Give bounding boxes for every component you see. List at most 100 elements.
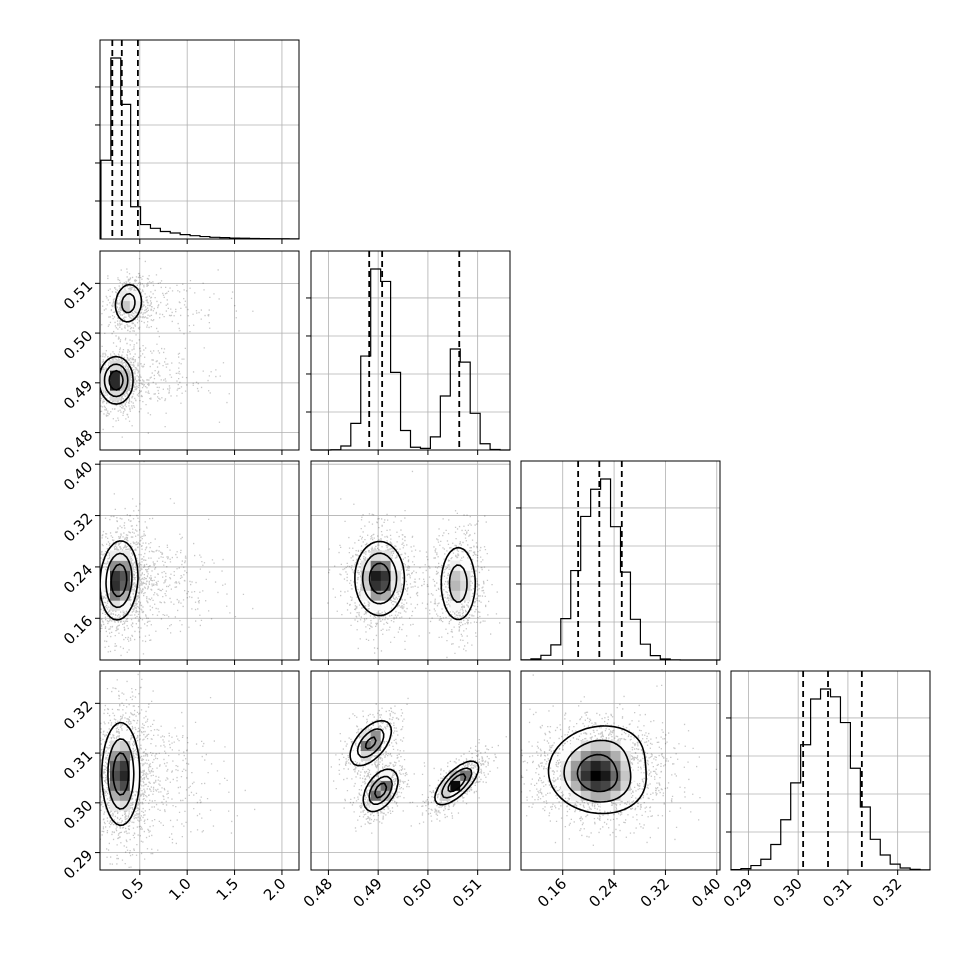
density-cell — [390, 560, 401, 571]
density-cell — [580, 770, 591, 781]
density-cell — [119, 590, 131, 601]
density-cell — [380, 770, 392, 781]
density-cell — [580, 760, 591, 771]
density-cell — [370, 560, 381, 571]
histogram-panel-2 — [516, 460, 721, 661]
density-content — [330, 697, 507, 834]
x-tick-label: 0.31 — [819, 875, 855, 911]
density-cell — [590, 750, 601, 761]
density-cell — [580, 790, 591, 801]
density-cell — [129, 760, 141, 771]
density-cell — [119, 780, 131, 791]
density-panel-3-2: 0.16 0.24 0.32 0.40 — [520, 670, 724, 911]
y-tick-label: 0.51 — [60, 277, 96, 313]
density-cell — [110, 560, 121, 571]
x-tick-label: 0.51 — [449, 875, 485, 911]
density-content — [100, 258, 254, 438]
density-cell — [610, 750, 621, 761]
panel-border — [99, 39, 300, 240]
contour-line — [356, 728, 473, 805]
x-tick-label: 1.5 — [213, 875, 243, 905]
density-cell — [620, 770, 631, 781]
density-cell — [450, 580, 461, 591]
density-cell — [380, 590, 392, 601]
density-cell — [370, 780, 381, 791]
density-cell — [110, 790, 121, 801]
panel-border — [520, 460, 721, 661]
density-cell — [560, 760, 572, 771]
y-tick-label: 0.30 — [60, 796, 96, 832]
density-cell — [590, 760, 601, 771]
contour-line — [368, 562, 391, 595]
density-cell — [119, 730, 131, 741]
density-cell — [620, 780, 631, 791]
density-cell — [360, 590, 372, 601]
density-cell — [129, 770, 141, 781]
density-cell — [100, 580, 111, 591]
density-cell — [450, 780, 461, 791]
contour-line — [107, 738, 135, 810]
density-cell — [590, 740, 601, 751]
density-cell — [370, 730, 381, 741]
panel-border — [520, 670, 721, 871]
y-tick-label: 0.48 — [60, 426, 96, 462]
y-tick-label: 0.40 — [60, 458, 96, 494]
x-tick-label: 0.5 — [118, 875, 148, 905]
contour-line — [361, 552, 468, 605]
density-cell — [450, 790, 461, 801]
density-panel-2-0: 0.16 0.24 0.32 0.40 — [60, 458, 300, 665]
diag-xticks-1 — [327, 450, 479, 455]
density-cell — [610, 760, 621, 771]
scatter-points — [327, 470, 501, 659]
density-cell — [350, 750, 362, 761]
y-tick-label: 0.16 — [60, 612, 96, 648]
density-cell — [590, 790, 601, 801]
x-tick-label: 0.30 — [769, 875, 805, 911]
panel-border — [99, 460, 300, 661]
contour-line — [108, 369, 124, 391]
panel-border — [99, 250, 300, 451]
density-cell — [119, 600, 131, 611]
density-cell — [600, 790, 611, 801]
diag-xticks-0 — [139, 239, 283, 244]
histogram-panel-1 — [306, 250, 511, 451]
density-content — [521, 674, 718, 846]
density-cell — [580, 780, 591, 791]
density-cell — [380, 570, 392, 581]
panel-border — [310, 670, 511, 871]
density-cell — [460, 560, 471, 571]
contour-line — [349, 720, 480, 813]
contour-line — [547, 725, 647, 815]
contour-line — [103, 292, 136, 398]
density-cell — [119, 800, 131, 811]
density-cell — [610, 770, 621, 781]
density-cell — [570, 740, 582, 751]
density-cell — [560, 780, 572, 791]
x-tick-label: 2.0 — [260, 875, 290, 905]
density-cell — [450, 590, 461, 601]
density-cell — [119, 740, 131, 751]
density-cell — [119, 790, 131, 801]
diag-xticks-2 — [562, 660, 718, 665]
x-tick-label: 0.50 — [399, 875, 435, 911]
density-cell — [450, 570, 461, 581]
histogram-step — [100, 57, 300, 240]
x-tick-label: 0.16 — [534, 875, 570, 911]
density-cell — [630, 770, 641, 781]
density-panel-2-1 — [310, 460, 511, 665]
density-cell — [370, 580, 381, 591]
density-cell — [600, 770, 611, 781]
y-tick-label: 0.29 — [60, 846, 96, 882]
contour-line — [563, 739, 632, 803]
density-cell — [570, 760, 582, 771]
y-tick-label: 0.32 — [60, 697, 96, 733]
density-cell — [119, 570, 131, 581]
density-cell — [110, 570, 121, 581]
density-cell — [570, 780, 582, 791]
density-panel-1-0: 0.48 0.49 0.50 0.51 — [60, 250, 300, 463]
density-cell — [110, 600, 121, 611]
density-cell — [370, 740, 381, 751]
density-cell — [110, 740, 121, 751]
density-cell — [600, 780, 611, 791]
